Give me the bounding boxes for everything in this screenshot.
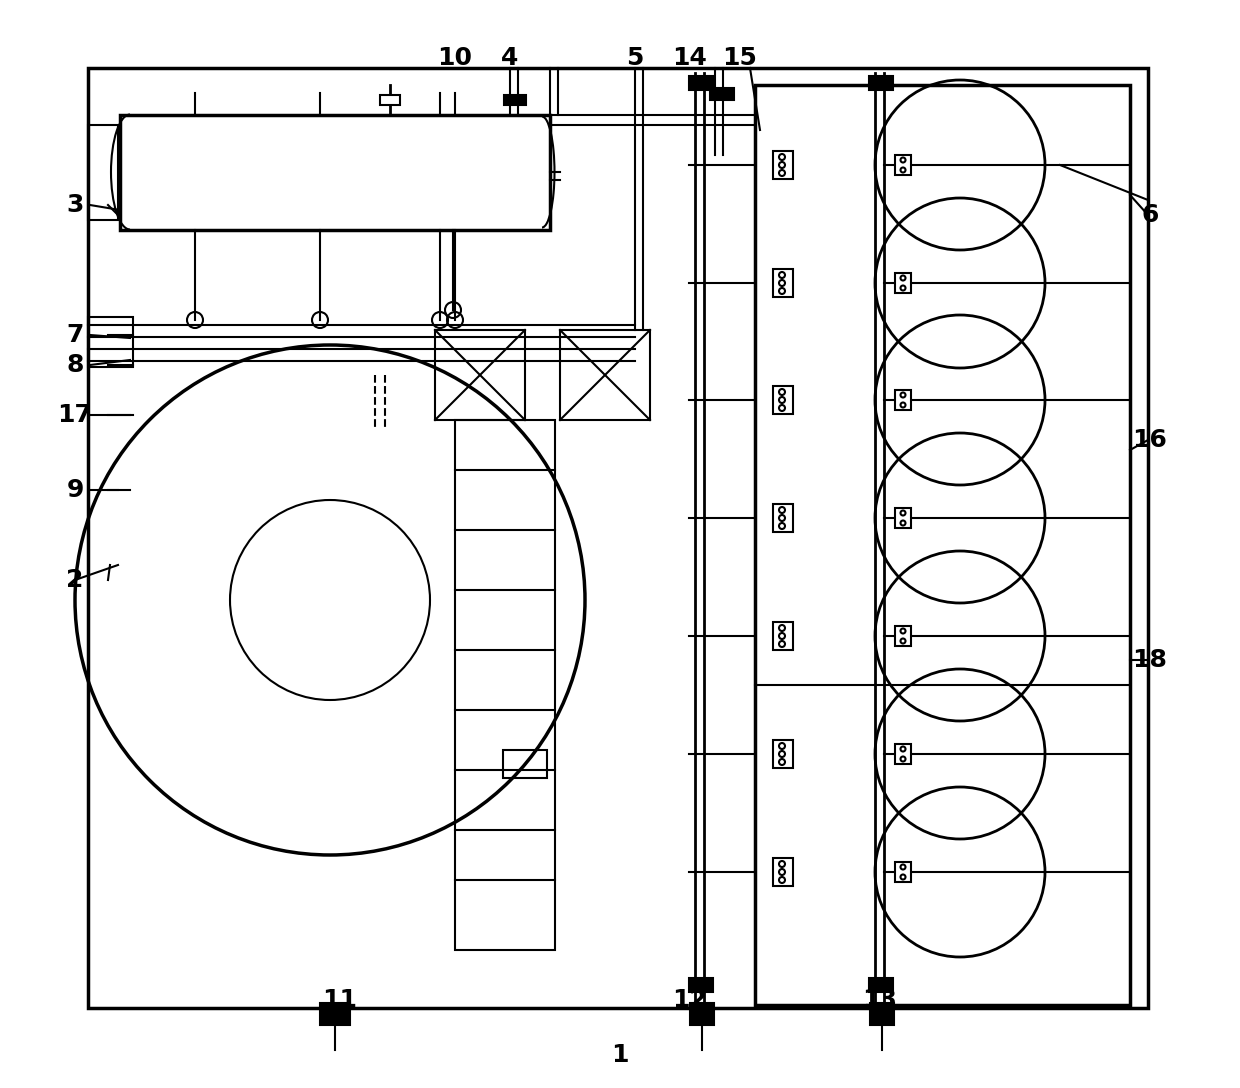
Bar: [870, 1003, 894, 1025]
Bar: [773, 740, 794, 768]
Bar: [503, 95, 526, 106]
Bar: [689, 1003, 714, 1025]
Bar: [435, 330, 525, 420]
Bar: [773, 858, 794, 886]
Bar: [773, 269, 794, 297]
Bar: [869, 76, 893, 90]
Bar: [88, 125, 118, 220]
Text: 17: 17: [57, 403, 93, 426]
Text: 12: 12: [672, 988, 708, 1012]
Bar: [503, 750, 547, 778]
Bar: [895, 626, 911, 646]
Text: 11: 11: [322, 988, 357, 1012]
Text: 4: 4: [501, 46, 518, 70]
Bar: [895, 390, 911, 410]
Bar: [455, 420, 556, 950]
Bar: [869, 978, 893, 992]
Bar: [895, 508, 911, 528]
Text: 1: 1: [611, 1043, 629, 1067]
Bar: [755, 85, 1130, 1005]
Bar: [895, 744, 911, 764]
Bar: [560, 330, 650, 420]
Bar: [895, 154, 911, 175]
Bar: [773, 622, 794, 650]
Text: 10: 10: [438, 46, 472, 70]
Text: 3: 3: [66, 193, 83, 217]
Bar: [773, 504, 794, 532]
Text: 14: 14: [672, 46, 708, 70]
Bar: [773, 151, 794, 180]
Text: 16: 16: [1132, 428, 1167, 452]
Bar: [895, 862, 911, 882]
Bar: [320, 1003, 350, 1025]
Text: 7: 7: [66, 323, 83, 347]
Text: 5: 5: [626, 46, 644, 70]
Bar: [88, 317, 133, 367]
Text: 2: 2: [66, 568, 83, 592]
Text: 13: 13: [863, 988, 898, 1012]
Bar: [689, 978, 713, 992]
Bar: [773, 386, 794, 415]
Bar: [689, 76, 713, 90]
Bar: [895, 273, 911, 293]
Bar: [711, 88, 734, 100]
Bar: [88, 67, 1148, 1007]
Text: 18: 18: [1132, 648, 1167, 672]
Text: 15: 15: [723, 46, 758, 70]
Text: 6: 6: [1141, 203, 1158, 227]
Bar: [120, 115, 551, 230]
Text: 8: 8: [66, 353, 83, 378]
Bar: [379, 95, 401, 106]
Text: 9: 9: [66, 478, 83, 502]
